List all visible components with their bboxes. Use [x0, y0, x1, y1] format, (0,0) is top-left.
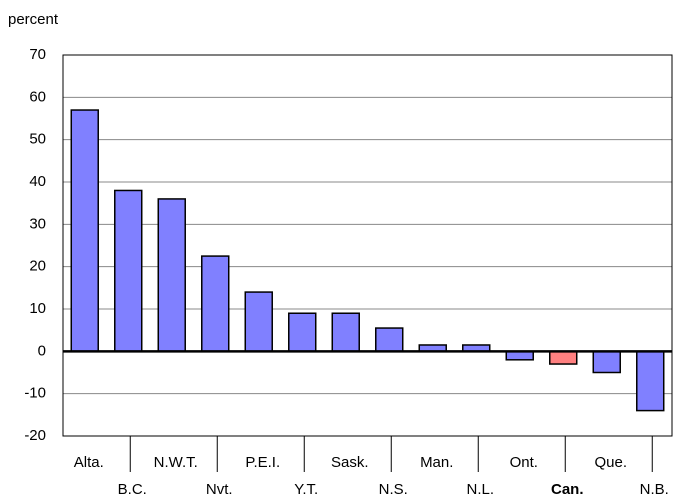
x-tick-label: Man.: [420, 454, 453, 471]
x-tick-label: N.W.T.: [154, 454, 198, 471]
x-tick-label: N.S.: [379, 481, 408, 498]
bar: [636, 350, 665, 412]
y-tick-label: -20: [24, 427, 46, 444]
bar: [331, 312, 360, 353]
y-tick-label: 60: [29, 88, 46, 105]
bar: [157, 198, 186, 353]
y-tick-label: 50: [29, 131, 46, 148]
x-tick-label: Y.T.: [294, 481, 318, 498]
y-tick-label: 70: [29, 46, 46, 63]
bar: [592, 350, 621, 374]
x-tick-label: Alta.: [74, 454, 104, 471]
bar: [201, 255, 230, 353]
x-tick-label: N.L.: [466, 481, 494, 498]
y-tick-label: 10: [29, 300, 46, 317]
x-tick-label: B.C.: [118, 481, 147, 498]
bar: [288, 312, 317, 353]
y-axis-label: percent: [8, 11, 59, 28]
x-tick-label: Nvt.: [206, 481, 233, 498]
y-tick-label: 20: [29, 258, 46, 275]
y-tick-label: 0: [38, 342, 46, 359]
bar: [114, 189, 143, 353]
x-tick-label: Que.: [594, 454, 627, 471]
x-tick-label: P.E.I.: [245, 454, 280, 471]
bar: [375, 327, 404, 353]
bar: [505, 350, 534, 361]
bar: [549, 350, 578, 365]
x-tick-label: Sask.: [331, 454, 369, 471]
plot-border: [62, 54, 673, 437]
y-tick-label: 40: [29, 173, 46, 190]
x-tick-label: Ont.: [510, 454, 538, 471]
x-tick-label: Can.: [551, 481, 584, 498]
y-tick-label: 30: [29, 215, 46, 232]
y-tick-label: -10: [24, 385, 46, 402]
x-tick-label: N.B.: [640, 481, 669, 498]
bar: [244, 291, 273, 353]
bar: [70, 109, 99, 353]
